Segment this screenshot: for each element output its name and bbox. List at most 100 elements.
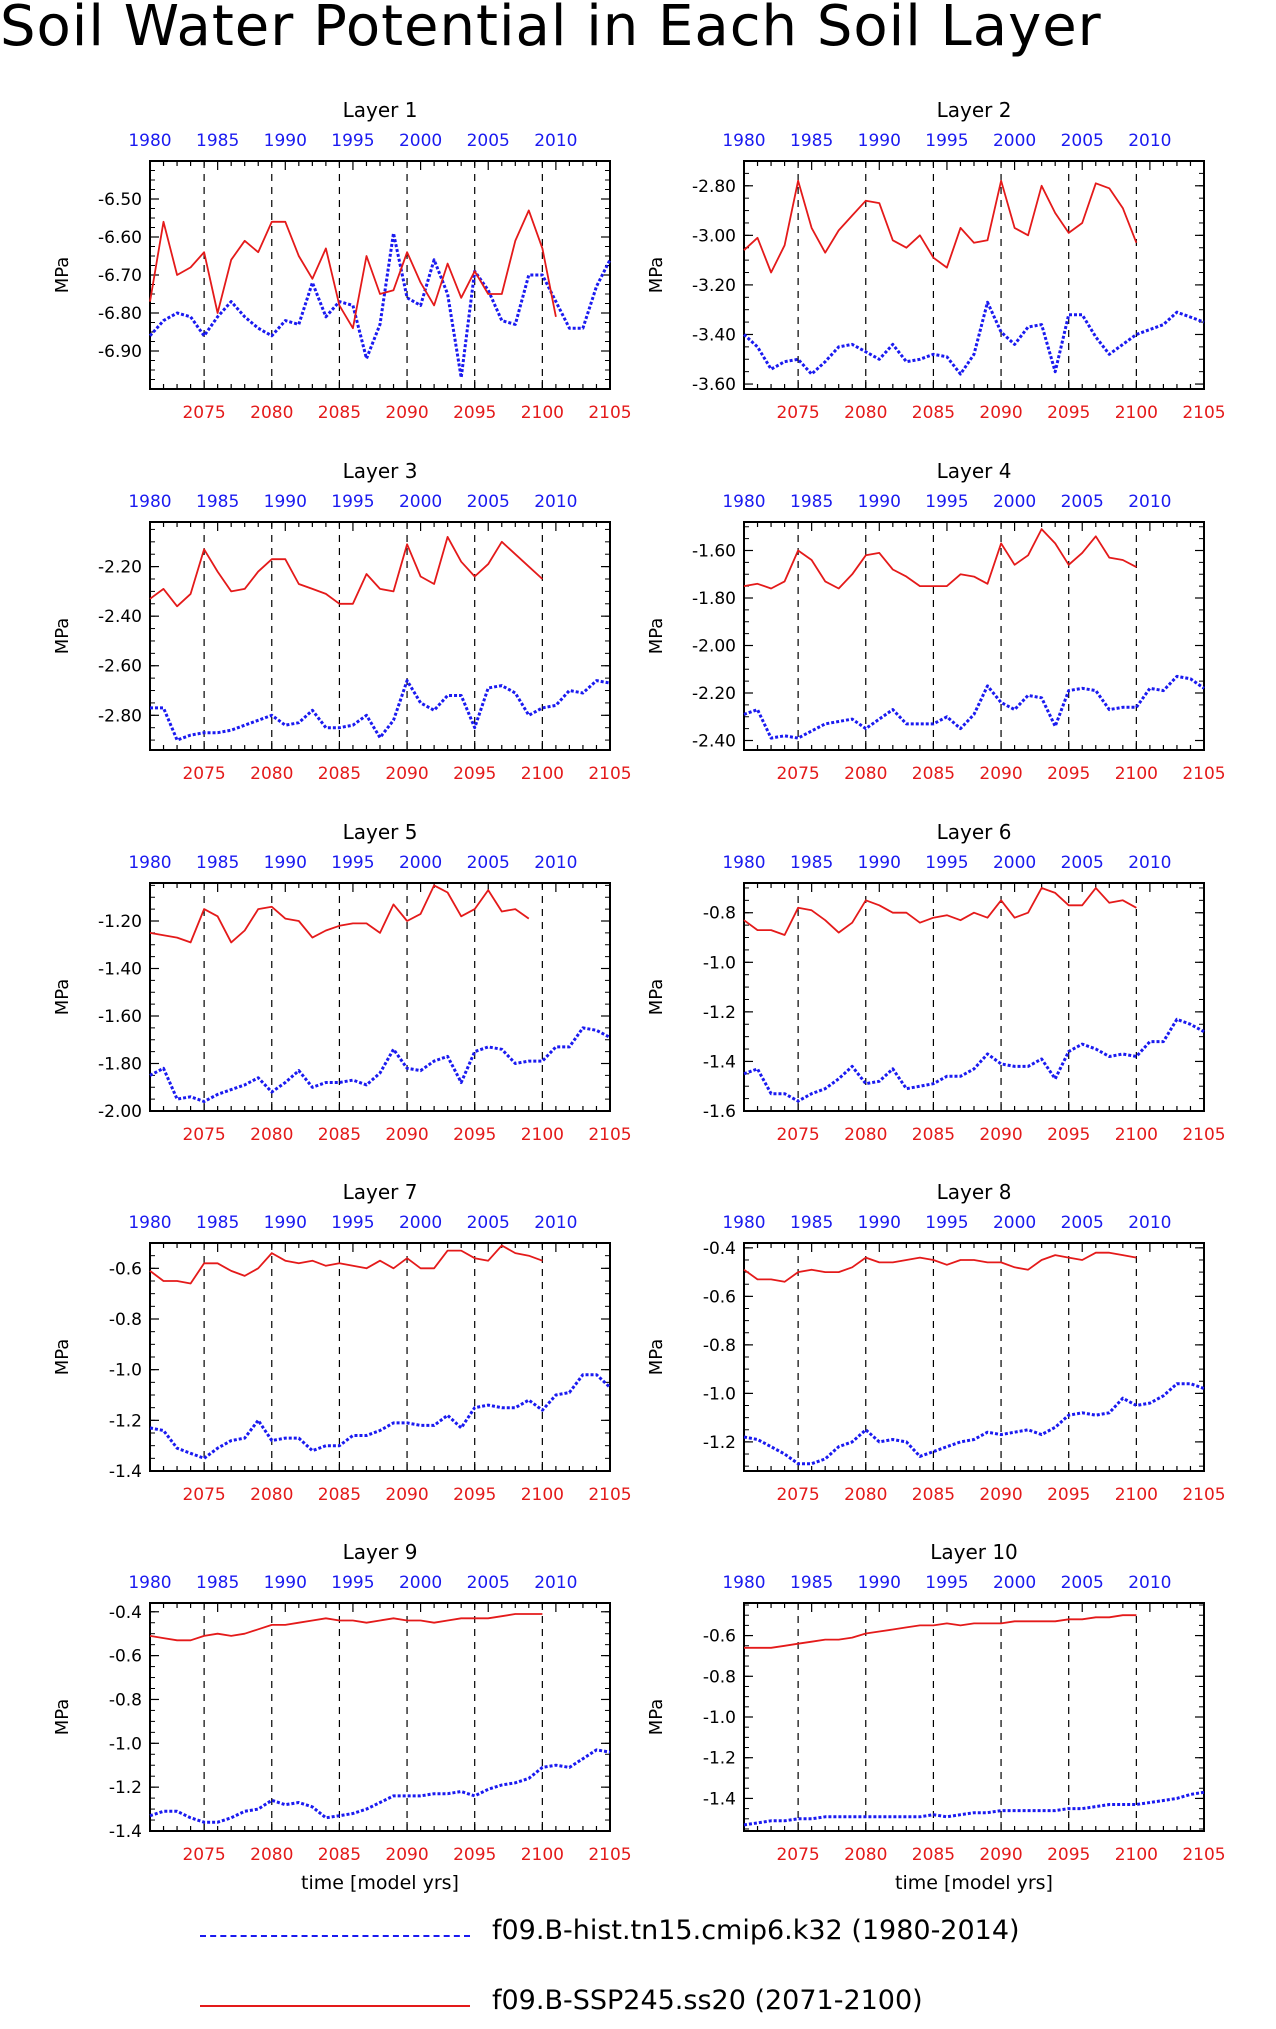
- x-tick-label: 2090: [385, 1485, 428, 1505]
- x-tick-label-top: 2010: [534, 853, 577, 873]
- y-axis-label: MPa: [52, 1699, 73, 1736]
- plot-frame: [149, 1602, 611, 1832]
- x-tick-label: 2080: [844, 1125, 887, 1145]
- x-tick-label-top: 2005: [1061, 1213, 1104, 1233]
- y-axis-label: MPa: [52, 979, 73, 1016]
- x-tick-label-top: 2005: [467, 1573, 510, 1593]
- x-tick-label-top: 2000: [399, 1573, 442, 1593]
- x-tick-label: 2095: [453, 1485, 496, 1505]
- x-tick-label-top: 1985: [196, 1573, 239, 1593]
- x-tick-label: 2080: [844, 1485, 887, 1505]
- y-tick-label: -1.0: [703, 1708, 736, 1728]
- x-tick-label: 2105: [1182, 764, 1225, 784]
- y-tick-label: -2.40: [692, 732, 736, 752]
- x-tick-label: 2085: [318, 764, 361, 784]
- x-tick-label-top: 1990: [264, 492, 307, 512]
- panel-title: Layer 5: [343, 820, 418, 844]
- panel-title: Layer 10: [930, 1540, 1018, 1564]
- x-tick-label-top: 1990: [858, 853, 901, 873]
- y-tick-label: -0.6: [109, 1259, 142, 1279]
- x-tick-label: 2085: [318, 1485, 361, 1505]
- x-tick-label: 2090: [385, 1845, 428, 1865]
- x-tick-label-top: 1990: [264, 1213, 307, 1233]
- y-tick-label: -1.2: [703, 1003, 736, 1023]
- x-tick-label-top: 2000: [399, 853, 442, 873]
- x-tick-label: 2105: [1182, 1845, 1225, 1865]
- y-tick-label: -2.80: [98, 706, 142, 726]
- y-tick-label: -1.80: [98, 1055, 142, 1075]
- chart-panel: 2075 2080 2085 2090 2095 2100 2105 1980 1985 1990…: [646, 820, 1226, 1145]
- x-tick-label: 2095: [1047, 403, 1090, 423]
- y-tick-label: -6.90: [98, 342, 142, 362]
- x-tick-label-top: 1985: [196, 1213, 239, 1233]
- series-line-ssp: [149, 536, 544, 608]
- x-tick-label-top: 2005: [1061, 131, 1104, 151]
- x-tick-label: 2080: [250, 1845, 293, 1865]
- x-tick-label-top: 2010: [1128, 853, 1171, 873]
- x-tick-label-top: 1985: [790, 492, 833, 512]
- y-tick-label: -0.8: [109, 1310, 142, 1330]
- y-tick-label: -0.4: [703, 1239, 736, 1259]
- x-tick-label-top: 1995: [925, 1213, 968, 1233]
- x-tick-label-top: 2000: [399, 492, 442, 512]
- x-tick-label-top: 1995: [331, 1213, 374, 1233]
- y-tick-label: -1.4: [703, 1789, 736, 1809]
- y-tick-label: -2.20: [692, 684, 736, 704]
- x-tick-label-top: 1985: [790, 1573, 833, 1593]
- x-tick-label-top: 2000: [399, 1213, 442, 1233]
- x-tick-label: 2075: [776, 1845, 819, 1865]
- x-tick-label-top: 2010: [534, 1573, 577, 1593]
- x-tick-label-top: 2005: [467, 492, 510, 512]
- x-tick-label: 2100: [1115, 1845, 1158, 1865]
- x-tick-label-top: 1990: [858, 492, 901, 512]
- x-tick-label-top: 1980: [722, 1213, 765, 1233]
- y-tick-label: -3.60: [692, 375, 736, 395]
- page-title: Soil Water Potential in Each Soil Layer: [0, 0, 1102, 59]
- y-axis-label: MPa: [52, 618, 73, 655]
- x-tick-label-top: 1985: [790, 1213, 833, 1233]
- y-axis-label: MPa: [52, 1339, 73, 1376]
- x-tick-label: 2090: [979, 403, 1022, 423]
- series-line-hist: [743, 1017, 1205, 1103]
- legend-label-ssp: f09.B-SSP245.ss20 (2071-2100): [492, 1985, 923, 2016]
- x-tick-label: 2105: [588, 1125, 631, 1145]
- x-tick-label: 2095: [1047, 1485, 1090, 1505]
- x-tick-label-top: 2005: [1061, 492, 1104, 512]
- x-tick-label: 2095: [453, 1845, 496, 1865]
- x-axis-label: time [model yrs]: [301, 1872, 459, 1894]
- plot-frame: [149, 521, 611, 751]
- x-tick-label: 2075: [182, 403, 225, 423]
- x-tick-label-top: 1995: [925, 853, 968, 873]
- y-tick-label: -0.8: [109, 1690, 142, 1710]
- y-tick-label: -1.40: [98, 960, 142, 980]
- series-line-hist: [742, 300, 1205, 376]
- x-tick-label: 2100: [521, 764, 564, 784]
- y-tick-label: -6.50: [98, 190, 142, 210]
- x-tick-label-top: 1985: [196, 131, 239, 151]
- x-tick-label-top: 1980: [722, 853, 765, 873]
- x-tick-label-top: 1980: [722, 1573, 765, 1593]
- series-line-ssp: [743, 179, 1138, 274]
- x-tick-label: 2075: [182, 1125, 225, 1145]
- x-tick-label: 2080: [844, 764, 887, 784]
- x-tick-label: 2080: [250, 1485, 293, 1505]
- y-tick-label: -1.20: [98, 912, 142, 932]
- y-tick-label: -1.4: [703, 1052, 736, 1072]
- x-tick-label: 2105: [1182, 1125, 1225, 1145]
- series-line-ssp: [743, 887, 1137, 936]
- x-tick-label-top: 1995: [925, 131, 968, 151]
- x-tick-label-top: 2000: [993, 853, 1036, 873]
- plot-frame: [743, 521, 1205, 751]
- x-tick-label-top: 1990: [264, 1573, 307, 1593]
- y-tick-label: -2.20: [98, 558, 142, 578]
- x-tick-label-top: 2010: [534, 1213, 577, 1233]
- x-tick-label: 2100: [1115, 764, 1158, 784]
- x-tick-label-top: 2010: [1128, 492, 1171, 512]
- x-tick-label-top: 2000: [993, 131, 1036, 151]
- y-tick-label: -3.00: [692, 226, 736, 246]
- x-tick-label-top: 2010: [1128, 131, 1171, 151]
- series-line-ssp: [149, 884, 530, 944]
- x-tick-label: 2075: [182, 1485, 225, 1505]
- x-tick-label-top: 2000: [993, 492, 1036, 512]
- series-line-hist: [743, 1382, 1205, 1466]
